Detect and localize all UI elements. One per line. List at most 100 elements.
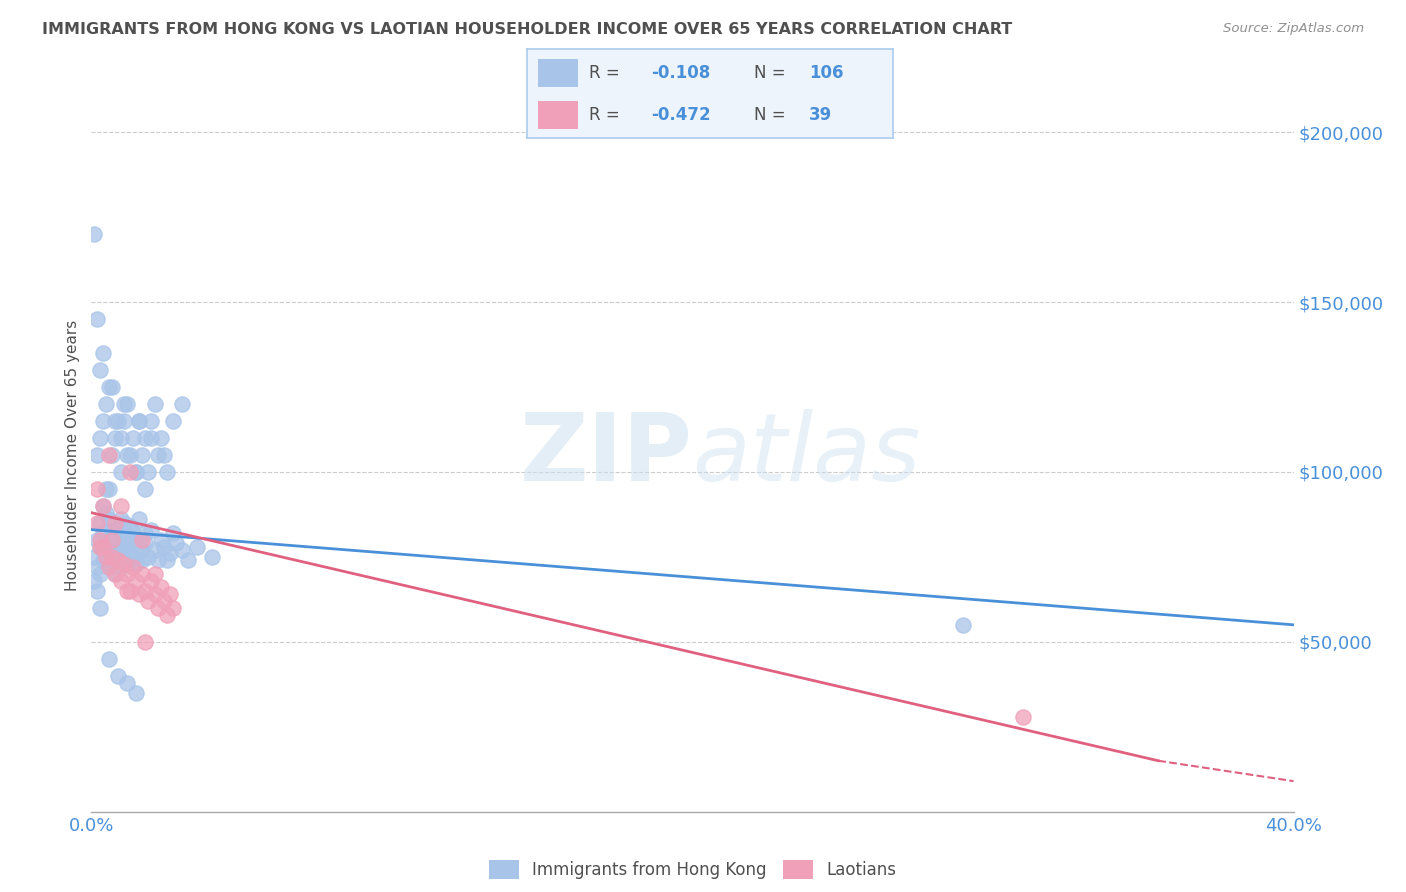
Point: [98, 512, 121, 526]
Point: [138, 594, 160, 608]
Text: -0.108: -0.108: [651, 64, 711, 82]
Point: [134, 482, 156, 496]
Text: R =: R =: [589, 106, 626, 124]
Point: [83, 227, 105, 241]
Point: [110, 533, 132, 547]
Point: [101, 448, 124, 462]
Point: [89, 363, 111, 377]
Point: [201, 549, 224, 564]
Point: [143, 543, 166, 558]
Point: [162, 526, 184, 541]
Point: [93, 540, 115, 554]
Point: [114, 540, 136, 554]
Text: N =: N =: [754, 64, 790, 82]
Text: -0.472: -0.472: [651, 106, 711, 124]
Point: [128, 512, 150, 526]
Point: [125, 686, 148, 700]
Point: [104, 523, 127, 537]
Point: [93, 499, 115, 513]
Point: [122, 431, 145, 445]
Bar: [538, 101, 578, 129]
Point: [146, 600, 169, 615]
Point: [162, 414, 184, 428]
Point: [89, 533, 111, 547]
Point: [143, 566, 166, 581]
Point: [134, 431, 156, 445]
Point: [120, 546, 142, 560]
Point: [122, 560, 145, 574]
Point: [149, 581, 172, 595]
Point: [155, 465, 177, 479]
Point: [155, 607, 177, 622]
Point: [134, 583, 156, 598]
Point: [107, 553, 129, 567]
Point: [89, 516, 111, 530]
Point: [89, 431, 111, 445]
Point: [141, 431, 163, 445]
Point: [120, 448, 142, 462]
Point: [89, 540, 111, 554]
Point: [138, 465, 160, 479]
Point: [125, 557, 148, 571]
Point: [107, 669, 129, 683]
Point: [93, 346, 115, 360]
Point: [89, 566, 111, 581]
Point: [117, 536, 139, 550]
Point: [96, 482, 118, 496]
Point: [125, 533, 148, 547]
Point: [120, 465, 142, 479]
Point: [141, 523, 163, 537]
Point: [96, 397, 118, 411]
Point: [159, 587, 181, 601]
Point: [89, 600, 111, 615]
Point: [122, 526, 145, 541]
Point: [110, 560, 132, 574]
Point: [117, 566, 139, 581]
Point: [107, 414, 129, 428]
Point: [114, 397, 136, 411]
Point: [101, 523, 124, 537]
Point: [96, 506, 118, 520]
Point: [114, 516, 136, 530]
Point: [98, 533, 121, 547]
Point: [86, 560, 108, 574]
Text: R =: R =: [589, 64, 626, 82]
Point: [122, 549, 145, 564]
Point: [86, 583, 108, 598]
Point: [120, 519, 142, 533]
Point: [131, 533, 153, 547]
Point: [117, 583, 139, 598]
Point: [98, 482, 121, 496]
Point: [86, 312, 108, 326]
Point: [98, 448, 121, 462]
Point: [186, 540, 208, 554]
Point: [98, 652, 121, 666]
Point: [134, 526, 156, 541]
Point: [98, 560, 121, 574]
Point: [155, 553, 177, 567]
Point: [170, 543, 193, 558]
Point: [93, 499, 115, 513]
Point: [89, 540, 111, 554]
Point: [93, 553, 115, 567]
Point: [110, 431, 132, 445]
Point: [86, 482, 108, 496]
Point: [110, 499, 132, 513]
Point: [952, 617, 974, 632]
Point: [143, 397, 166, 411]
Point: [117, 557, 139, 571]
Legend: Immigrants from Hong Kong, Laotians: Immigrants from Hong Kong, Laotians: [482, 853, 903, 886]
Point: [117, 448, 139, 462]
Point: [83, 574, 105, 588]
Point: [152, 540, 174, 554]
Point: [101, 540, 124, 554]
Point: [96, 549, 118, 564]
Point: [96, 546, 118, 560]
Point: [162, 600, 184, 615]
Text: Source: ZipAtlas.com: Source: ZipAtlas.com: [1223, 22, 1364, 36]
Point: [86, 516, 108, 530]
Point: [110, 512, 132, 526]
Point: [176, 553, 198, 567]
Point: [117, 675, 139, 690]
Text: 106: 106: [808, 64, 844, 82]
